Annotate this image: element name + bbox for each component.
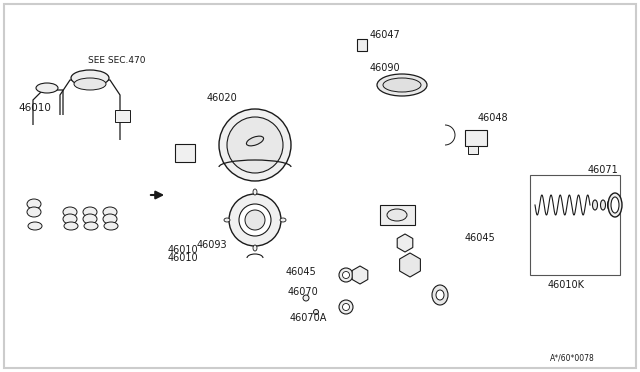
Ellipse shape xyxy=(593,200,598,210)
Circle shape xyxy=(239,204,271,236)
Ellipse shape xyxy=(83,207,97,217)
Text: A*/60*0078: A*/60*0078 xyxy=(550,353,595,362)
Ellipse shape xyxy=(63,207,77,217)
Text: 46020: 46020 xyxy=(207,93,237,103)
Ellipse shape xyxy=(253,245,257,251)
Ellipse shape xyxy=(71,70,109,86)
Ellipse shape xyxy=(600,200,605,210)
Ellipse shape xyxy=(377,74,427,96)
Bar xyxy=(168,8,628,356)
Ellipse shape xyxy=(342,272,349,279)
Circle shape xyxy=(227,117,283,173)
Bar xyxy=(468,146,478,154)
Bar xyxy=(115,110,130,122)
Ellipse shape xyxy=(436,290,444,300)
Bar xyxy=(175,144,195,162)
Text: 46010: 46010 xyxy=(18,103,51,113)
Ellipse shape xyxy=(387,209,407,221)
Ellipse shape xyxy=(339,300,353,314)
Ellipse shape xyxy=(103,207,117,217)
Text: 46047: 46047 xyxy=(370,30,401,40)
Bar xyxy=(357,39,367,51)
Text: 46045: 46045 xyxy=(285,267,316,277)
Ellipse shape xyxy=(103,214,117,224)
Circle shape xyxy=(314,310,319,314)
Ellipse shape xyxy=(36,83,58,93)
Ellipse shape xyxy=(253,189,257,195)
Circle shape xyxy=(402,257,418,273)
Text: 46010K: 46010K xyxy=(548,280,585,290)
Polygon shape xyxy=(350,265,480,330)
Polygon shape xyxy=(598,326,628,356)
Circle shape xyxy=(400,238,410,248)
Ellipse shape xyxy=(342,304,349,311)
Ellipse shape xyxy=(28,222,42,230)
Text: 46070: 46070 xyxy=(288,287,319,297)
Text: 46090: 46090 xyxy=(370,63,401,73)
Text: 46045: 46045 xyxy=(465,233,496,243)
Text: 46070A: 46070A xyxy=(290,313,328,323)
Ellipse shape xyxy=(608,193,622,217)
Text: 46093: 46093 xyxy=(197,240,228,250)
Polygon shape xyxy=(360,85,455,225)
Polygon shape xyxy=(25,115,145,230)
Ellipse shape xyxy=(83,214,97,224)
Ellipse shape xyxy=(383,78,421,92)
Text: 46071: 46071 xyxy=(588,165,619,175)
Ellipse shape xyxy=(63,214,77,224)
Circle shape xyxy=(355,270,365,280)
Circle shape xyxy=(229,194,281,246)
Circle shape xyxy=(303,295,309,301)
Ellipse shape xyxy=(74,78,106,90)
Text: SEE SEC.470: SEE SEC.470 xyxy=(88,55,145,64)
Ellipse shape xyxy=(246,136,264,146)
Ellipse shape xyxy=(27,207,41,217)
Bar xyxy=(380,205,415,225)
Bar xyxy=(465,130,487,146)
Text: 46048: 46048 xyxy=(478,113,509,123)
Ellipse shape xyxy=(84,222,98,230)
Ellipse shape xyxy=(64,222,78,230)
Circle shape xyxy=(245,210,265,230)
Ellipse shape xyxy=(432,285,448,305)
Ellipse shape xyxy=(224,218,230,222)
Text: 46010: 46010 xyxy=(168,245,198,255)
Ellipse shape xyxy=(280,218,286,222)
Text: 46010: 46010 xyxy=(168,253,198,263)
Ellipse shape xyxy=(607,200,612,210)
Ellipse shape xyxy=(611,197,619,213)
Bar xyxy=(530,175,620,275)
Ellipse shape xyxy=(104,222,118,230)
Ellipse shape xyxy=(339,268,353,282)
Ellipse shape xyxy=(27,199,41,209)
Circle shape xyxy=(219,109,291,181)
